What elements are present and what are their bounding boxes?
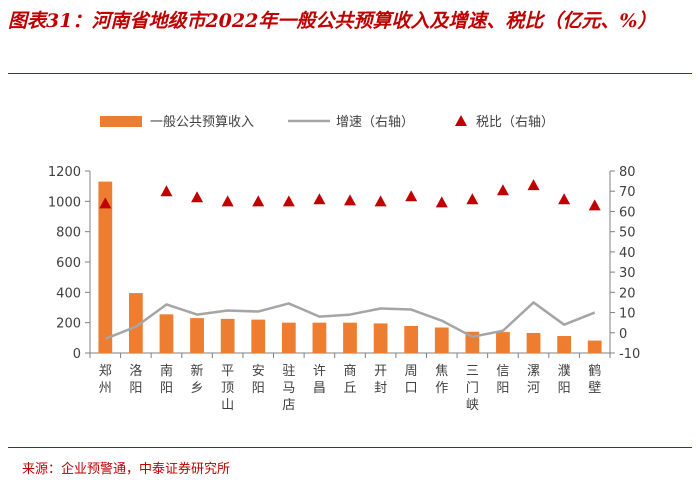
revenue-bar bbox=[373, 323, 388, 353]
tax-ratio-marker bbox=[191, 191, 204, 203]
legend-label-growth: 增速（右轴） bbox=[336, 115, 414, 130]
category-label: 焦作 bbox=[435, 364, 448, 396]
revenue-bar bbox=[190, 318, 204, 353]
tax-ratio-marker bbox=[252, 195, 265, 207]
tax-ratio-marker bbox=[160, 185, 173, 197]
category-label: 商丘 bbox=[343, 364, 356, 396]
right-tick-label: 0 bbox=[619, 327, 627, 342]
revenue-bar bbox=[159, 314, 174, 353]
legend: 一般公共预算收入 增速（右轴） 税比（右轴） bbox=[100, 114, 554, 130]
revenue-bar bbox=[343, 322, 357, 353]
left-tick-label: 600 bbox=[56, 256, 81, 271]
tax-ratio-marker bbox=[496, 184, 509, 196]
left-tick-label: 200 bbox=[56, 317, 81, 332]
category-label: 开封 bbox=[374, 364, 387, 396]
legend-label-tax-ratio: 税比（右轴） bbox=[476, 115, 554, 130]
tax-ratio-marker bbox=[282, 195, 295, 207]
left-tick-label: 800 bbox=[56, 226, 81, 241]
right-tick-label: 20 bbox=[619, 286, 636, 301]
tax-ratio-marker bbox=[344, 194, 356, 206]
right-tick-label: 70 bbox=[619, 185, 636, 200]
footer-divider bbox=[8, 447, 692, 448]
axes: 0 200 400 600 800 1000 1200 -10 0 10 20 30 40 50 60 70 8… bbox=[48, 165, 640, 362]
tax-ratio-marker bbox=[405, 190, 418, 202]
left-tick-label: 400 bbox=[56, 286, 81, 301]
revenue-bar bbox=[98, 181, 113, 353]
growth-line-series bbox=[104, 301, 596, 341]
revenue-bar bbox=[587, 340, 602, 353]
category-label: 安阳 bbox=[252, 364, 265, 396]
left-tick-label: 0 bbox=[73, 347, 81, 362]
revenue-bar bbox=[281, 322, 296, 353]
revenue-bar bbox=[220, 318, 235, 353]
tax-ratio-marker bbox=[558, 193, 571, 205]
tax-ratio-marker bbox=[527, 179, 540, 191]
tax-ratio-marker bbox=[221, 195, 234, 207]
tax-ratio-series bbox=[99, 179, 601, 211]
tax-ratio-marker bbox=[588, 199, 601, 211]
tax-ratio-marker bbox=[435, 196, 448, 208]
page-title: 图表31：河南省地级市2022年一般公共预算收入及增速、税比（亿元、%） bbox=[8, 10, 657, 32]
right-tick-label: 30 bbox=[619, 266, 636, 281]
right-tick-label: 50 bbox=[619, 226, 636, 241]
category-label: 三门峡 bbox=[466, 364, 479, 413]
category-label: 漯河 bbox=[527, 364, 540, 396]
tax-ratio-marker bbox=[313, 193, 326, 205]
bar-series bbox=[98, 181, 602, 353]
left-tick-label: 1000 bbox=[48, 195, 81, 210]
growth-line bbox=[104, 301, 596, 341]
right-tick-label: 80 bbox=[619, 165, 636, 180]
revenue-bar bbox=[129, 293, 143, 353]
revenue-bar bbox=[496, 332, 510, 353]
right-tick-label: 60 bbox=[619, 205, 636, 220]
legend-marker-swatch bbox=[455, 115, 467, 126]
category-label: 南阳 bbox=[160, 363, 173, 396]
tax-ratio-marker bbox=[374, 195, 387, 207]
right-tick-label: 10 bbox=[619, 307, 636, 322]
category-label: 信阳 bbox=[496, 364, 509, 396]
category-label: 平顶山 bbox=[221, 364, 234, 413]
tax-ratio-marker bbox=[466, 193, 479, 205]
source-note: 来源：企业预警通，中泰证券研究所 bbox=[22, 462, 231, 477]
revenue-bar bbox=[312, 322, 327, 353]
category-label: 鹤壁 bbox=[588, 363, 601, 396]
revenue-bar bbox=[251, 319, 266, 353]
revenue-bar bbox=[526, 332, 541, 353]
legend-bar-swatch bbox=[100, 116, 142, 127]
category-label: 驻马店 bbox=[282, 364, 295, 413]
left-tick-label: 1200 bbox=[48, 165, 81, 180]
category-label: 新乡 bbox=[191, 363, 204, 396]
revenue-bar bbox=[557, 336, 571, 353]
category-label: 许昌 bbox=[313, 364, 326, 396]
category-label: 洛阳 bbox=[129, 364, 142, 396]
revenue-bar bbox=[434, 327, 449, 353]
right-tick-label: 40 bbox=[619, 246, 636, 261]
category-label: 濮阳 bbox=[558, 364, 571, 396]
legend-label-revenue: 一般公共预算收入 bbox=[150, 114, 254, 130]
tax-ratio-marker bbox=[99, 197, 112, 209]
right-tick-label: -10 bbox=[619, 347, 640, 362]
category-label: 周口 bbox=[405, 364, 418, 396]
category-label: 郑州 bbox=[99, 364, 112, 396]
revenue-bar bbox=[404, 326, 419, 353]
title-divider bbox=[8, 73, 692, 74]
